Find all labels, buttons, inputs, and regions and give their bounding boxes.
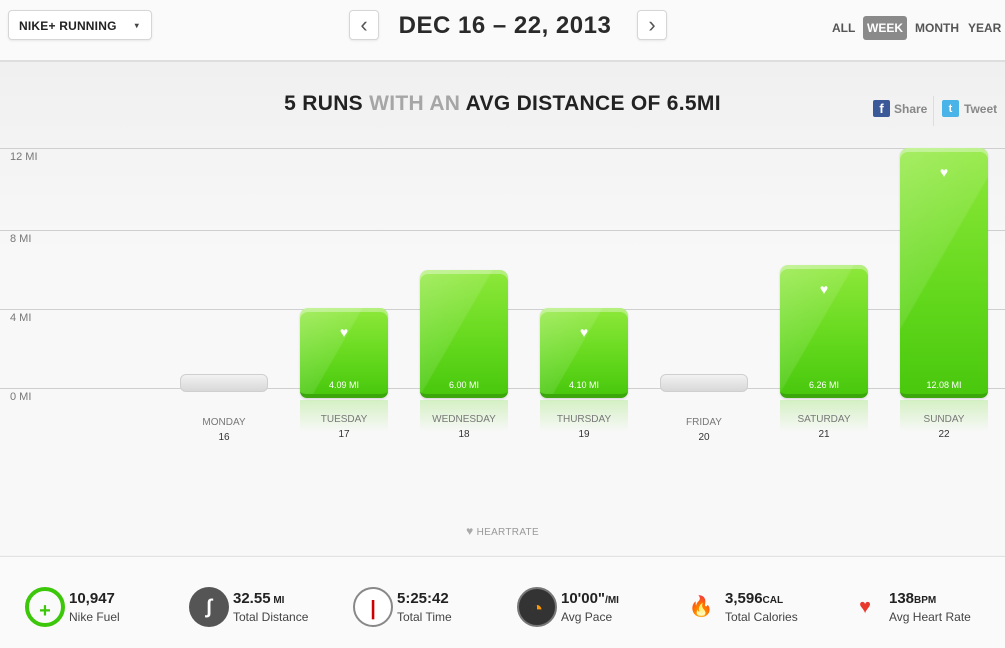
bar-shine — [420, 270, 508, 394]
heart-icon: ♥ — [859, 596, 871, 618]
period-tab-month[interactable]: MONTH — [915, 21, 959, 35]
bar-saturday[interactable]: ♥ 6.26 MI — [780, 265, 868, 398]
bar-reflection — [420, 400, 508, 432]
runs-summary: 5 RUNS WITH AN AVG DISTANCE OF 6.5MI — [0, 92, 1005, 116]
stat-value: 10,947 — [69, 590, 115, 607]
stat-label: Total Calories — [725, 610, 798, 624]
x-day-label: WEDNESDAY — [432, 414, 496, 425]
bar-shine — [300, 308, 388, 394]
y-tick-label: 12 MI — [10, 151, 38, 163]
heart-icon: ♥ — [339, 324, 349, 340]
bar-wednesday[interactable]: 6.00 MI — [420, 270, 508, 398]
gridline-8 — [0, 230, 1005, 231]
flame-icon: 🔥 — [688, 596, 714, 618]
x-date-label: 22 — [938, 429, 950, 440]
speedometer-icon: ◔ — [517, 587, 557, 627]
heart-icon: ♥ — [466, 524, 474, 538]
activity-selector[interactable]: NIKE+ RUNNING ▾ — [8, 10, 152, 40]
x-day-label: TUESDAY — [320, 414, 368, 425]
bar-reflection — [300, 400, 388, 432]
summary-connector: WITH AN — [362, 92, 466, 115]
x-date-label: 17 — [338, 429, 350, 440]
bar-value-label: 4.10 MI — [568, 380, 599, 390]
empty-bar-friday — [660, 374, 748, 392]
bar-value-label: 6.26 MI — [808, 380, 839, 390]
gridline-12 — [0, 148, 1005, 149]
empty-bar-monday — [180, 374, 268, 392]
stat-value: 10'00" — [561, 590, 606, 607]
bar-tuesday[interactable]: ♥ 4.09 MI — [300, 308, 388, 398]
period-tab-year[interactable]: YEAR — [968, 21, 1002, 35]
x-day-label: SUNDAY — [923, 414, 965, 425]
x-date-label: 18 — [458, 429, 470, 440]
stat-value: 138 — [889, 590, 915, 607]
stat-label: Nike Fuel — [69, 610, 120, 624]
stat-unit: MI — [270, 595, 285, 606]
bar-reflection — [780, 400, 868, 432]
heart-icon: ♥ — [579, 324, 589, 340]
bar-value-label: 4.09 MI — [328, 380, 359, 390]
period-tab-week[interactable]: WEEK — [863, 16, 907, 40]
facebook-icon[interactable]: f — [873, 100, 890, 117]
stat-label: Avg Pace — [561, 610, 613, 624]
stat-unit: BPM — [914, 595, 937, 606]
share-divider — [933, 96, 934, 126]
stat-unit: /MI — [605, 595, 619, 606]
stats-footer: + 10,947 Nike Fuel ∫ 32.55 MI Total Dist… — [0, 556, 1005, 648]
stat-value: 5:25:42 — [397, 590, 449, 607]
next-week-button[interactable]: › — [637, 10, 667, 40]
heart-icon: ♥ — [939, 164, 949, 180]
stopwatch-icon: | — [353, 587, 393, 627]
bar-thursday[interactable]: ♥ 4.10 MI — [540, 308, 628, 398]
x-date-label: 19 — [578, 429, 590, 440]
x-day-label: THURSDAY — [556, 414, 612, 425]
period-tab-all[interactable]: ALL — [832, 21, 856, 35]
x-date-label: 16 — [218, 432, 230, 443]
date-range-title: DEC 16 – 22, 2013 — [398, 12, 612, 39]
x-day-label: MONDAY — [202, 417, 246, 428]
facebook-share-link[interactable]: Share — [894, 102, 928, 116]
chevron-down-icon: ▾ — [134, 21, 139, 30]
twitter-icon[interactable]: t — [942, 100, 959, 117]
stat-label: Total Distance — [233, 610, 309, 624]
bar-shine — [780, 265, 868, 394]
stat-unit: CAL — [762, 595, 784, 606]
stat-value: 3,596 — [725, 590, 763, 607]
average-distance: AVG DISTANCE OF 6.5MI — [465, 92, 721, 115]
x-date-label: 20 — [698, 432, 710, 443]
heart-icon: ♥ — [819, 281, 829, 297]
tweet-link[interactable]: Tweet — [964, 102, 998, 116]
distance-chart: 5 RUNS WITH AN AVG DISTANCE OF 6.5MI f S… — [0, 62, 1005, 555]
bar-sunday[interactable]: ♥ 12.08 MI — [900, 148, 988, 398]
stat-value: 32.55 — [233, 590, 271, 607]
top-bar: NIKE+ RUNNING ▾ ‹ DEC 16 – 22, 2013 › AL… — [0, 0, 1005, 62]
stat-label: Total Time — [397, 610, 452, 624]
heartrate-legend-label: HEARTRATE — [476, 527, 539, 538]
bar-shine — [900, 148, 988, 394]
y-tick-label: 0 MI — [10, 391, 32, 403]
bar-value-label: 6.00 MI — [448, 380, 479, 390]
run-count: 5 RUNS — [284, 92, 363, 115]
activity-selector-label: NIKE+ RUNNING — [19, 19, 117, 33]
bar-value-label: 12.08 MI — [926, 380, 962, 390]
x-day-label: SATURDAY — [797, 414, 851, 425]
y-tick-label: 8 MI — [10, 233, 32, 245]
road-icon: ∫ — [189, 587, 229, 627]
bar-reflection — [900, 400, 988, 432]
bar-shine — [540, 308, 628, 394]
fuel-icon: + — [25, 587, 65, 627]
stat-label: Avg Heart Rate — [889, 610, 971, 624]
previous-week-button[interactable]: ‹ — [349, 10, 379, 40]
bar-reflection — [540, 400, 628, 432]
x-date-label: 21 — [818, 429, 830, 440]
y-tick-label: 4 MI — [10, 312, 32, 324]
x-day-label: FRIDAY — [686, 417, 722, 428]
heartrate-legend: ♥ HEARTRATE — [0, 524, 1005, 538]
